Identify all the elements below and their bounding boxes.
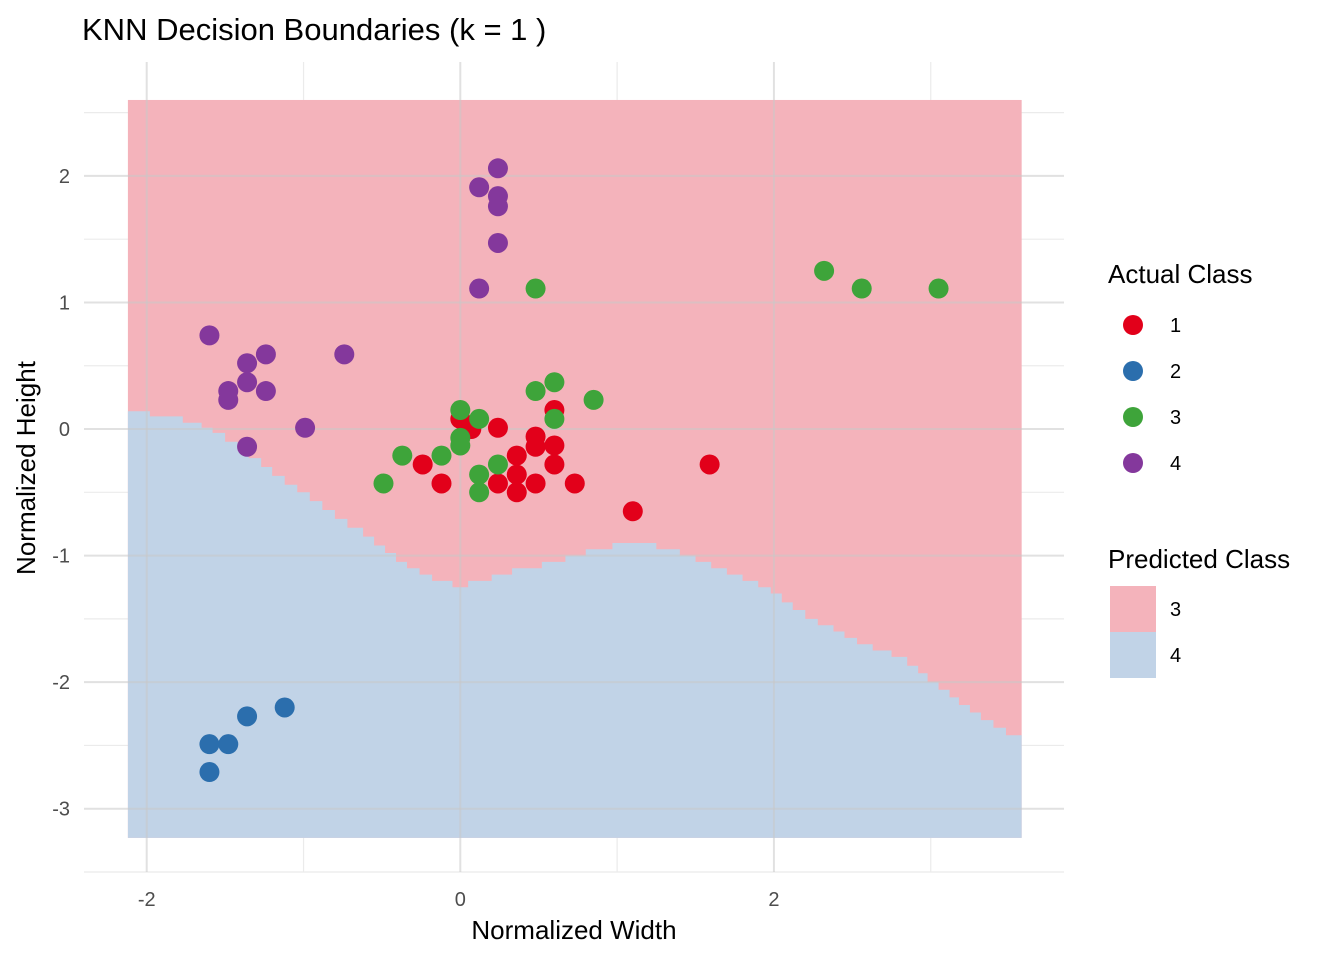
x-tick-label: 0	[455, 889, 466, 911]
point-class-3	[373, 473, 394, 494]
point-class-3	[525, 381, 546, 402]
point-class-4	[334, 344, 355, 365]
legend-actual-label-2: 2	[1170, 361, 1181, 383]
point-class-2	[218, 734, 239, 755]
point-class-2	[199, 734, 220, 755]
point-class-4	[469, 278, 490, 299]
x-tick-label: -2	[138, 889, 156, 911]
point-class-1	[622, 501, 643, 522]
point-class-2	[237, 706, 258, 727]
y-axis-title: Normalized Height	[11, 360, 41, 575]
point-class-3	[487, 454, 508, 475]
point-class-4	[469, 177, 490, 198]
point-class-3	[392, 445, 413, 466]
legend-actual-key-1	[1123, 315, 1143, 335]
point-class-3	[814, 260, 835, 281]
point-class-4	[237, 353, 258, 374]
decision-regions	[127, 99, 1022, 838]
legend-predicted-class: Predicted Class 3 4	[1108, 544, 1290, 678]
point-class-4	[199, 325, 220, 346]
y-tick-label: -1	[52, 546, 70, 568]
point-class-1	[431, 473, 452, 494]
point-class-3	[469, 482, 490, 503]
point-class-1	[506, 445, 527, 466]
legend-actual-key-2	[1123, 361, 1143, 381]
legend-actual-title: Actual Class	[1108, 259, 1253, 289]
point-class-1	[487, 473, 508, 494]
chart-title: KNN Decision Boundaries (k = 1 )	[82, 12, 546, 47]
major-grid	[84, 62, 1064, 872]
x-tick-label: 2	[768, 889, 779, 911]
point-class-3	[469, 464, 490, 485]
point-class-1	[699, 454, 720, 475]
legend-actual-class: Actual Class 1 2 3 4	[1108, 259, 1253, 475]
data-points	[199, 158, 949, 783]
region-class-4	[127, 411, 1022, 838]
point-class-1	[412, 454, 433, 475]
point-class-4	[487, 196, 508, 217]
y-tick-label: 2	[59, 166, 70, 188]
point-class-4	[255, 344, 276, 365]
legend-predicted-key-4	[1110, 632, 1156, 678]
point-class-1	[544, 454, 565, 475]
point-class-4	[237, 436, 258, 457]
y-tick-label: 0	[59, 419, 70, 441]
point-class-3	[928, 278, 949, 299]
legend-actual-label-3: 3	[1170, 407, 1181, 429]
legend-actual-key-4	[1123, 453, 1143, 473]
point-class-1	[525, 436, 546, 457]
point-class-3	[450, 435, 471, 456]
point-class-3	[544, 372, 565, 393]
point-class-3	[431, 445, 452, 466]
point-class-1	[487, 417, 508, 438]
legend-predicted-label-3: 3	[1170, 599, 1181, 621]
legend-actual-key-3	[1123, 407, 1143, 427]
x-axis-ticks: -2 0 2	[138, 889, 780, 911]
point-class-4	[487, 158, 508, 179]
point-class-4	[237, 372, 258, 393]
point-class-4	[255, 381, 276, 402]
y-tick-label: -3	[52, 799, 70, 821]
legend-predicted-label-4: 4	[1170, 645, 1181, 667]
legend-predicted-title: Predicted Class	[1108, 544, 1290, 574]
point-class-1	[506, 482, 527, 503]
legend-actual-label-1: 1	[1170, 315, 1181, 337]
x-axis-title: Normalized Width	[471, 915, 676, 945]
point-class-3	[450, 400, 471, 421]
point-class-3	[525, 278, 546, 299]
point-class-2	[274, 697, 295, 718]
point-class-4	[218, 389, 239, 410]
point-class-2	[199, 762, 220, 783]
point-class-1	[564, 473, 585, 494]
legend-actual-label-4: 4	[1170, 453, 1181, 475]
point-class-1	[544, 435, 565, 456]
y-tick-label: -2	[52, 672, 70, 694]
plot-area	[84, 62, 1064, 873]
point-class-3	[851, 278, 872, 299]
y-tick-label: 1	[59, 292, 70, 314]
point-class-4	[295, 417, 316, 438]
point-class-3	[544, 408, 565, 429]
y-axis-ticks: 2 1 0 -1 -2 -3	[52, 166, 70, 821]
point-class-3	[583, 389, 604, 410]
point-class-1	[506, 464, 527, 485]
point-class-1	[525, 473, 546, 494]
point-class-3	[469, 408, 490, 429]
point-class-4	[487, 232, 508, 253]
legend-predicted-key-3	[1110, 586, 1156, 632]
